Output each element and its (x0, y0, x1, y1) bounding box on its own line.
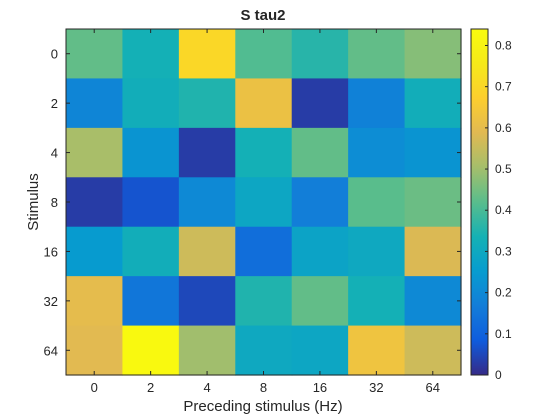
y-axis-ticks: 0 2 4 8 16 32 64 (44, 47, 461, 358)
x-axis-label: Preceding stimulus (Hz) (183, 398, 342, 415)
heatmap-cell (66, 226, 124, 277)
colorbar-tick-label: 0.8 (495, 38, 512, 52)
heatmap-cell (404, 177, 462, 228)
y-tick-label: 16 (44, 244, 58, 259)
heatmap-cell (178, 127, 236, 178)
heatmap-cell (235, 127, 293, 178)
heatmap-cell (66, 29, 124, 80)
y-tick-label: 8 (51, 195, 58, 210)
heatmap-cell (122, 127, 180, 178)
heatmap-cell (66, 177, 124, 228)
colorbar (470, 28, 489, 376)
heatmap-cell (348, 29, 406, 80)
x-tick-label: 64 (426, 380, 440, 395)
heatmap-cell (235, 29, 293, 80)
heatmap-cell (348, 78, 406, 129)
heatmap-cell (291, 276, 349, 327)
heatmap-cell (348, 325, 406, 376)
heatmap-cell (178, 226, 236, 277)
heatmap-cell (122, 276, 180, 327)
x-tick-label: 16 (313, 380, 327, 395)
heatmap-cell (66, 325, 124, 376)
heatmap-cell (404, 325, 462, 376)
colorbar-tick-label: 0.7 (495, 80, 512, 94)
heatmap-cell (404, 127, 462, 178)
heatmap-cell (235, 325, 293, 376)
heatmap-cell (235, 226, 293, 277)
heatmap-cell (178, 276, 236, 327)
y-tick-label: 2 (51, 96, 58, 111)
heatmap-cell (66, 127, 124, 178)
heatmap-cell (291, 325, 349, 376)
heatmap-cell (122, 226, 180, 277)
heatmap-cell (235, 276, 293, 327)
y-tick-label: 64 (44, 343, 58, 358)
chart-title: S tau2 (240, 7, 285, 24)
x-tick-label: 2 (147, 380, 154, 395)
heatmap-cell (291, 78, 349, 129)
colorbar-tick-label: 0.5 (495, 162, 512, 176)
colorbar-tick-label: 0 (495, 368, 502, 382)
heatmap-cells (66, 29, 462, 376)
colorbar-tick-label: 0.4 (495, 203, 512, 217)
heatmap-cell (404, 276, 462, 327)
y-axis-label: Stimulus (25, 173, 42, 231)
heatmap-cell (66, 78, 124, 129)
heatmap-cell (122, 177, 180, 228)
heatmap-cell (348, 177, 406, 228)
heatmap-cell (291, 177, 349, 228)
heatmap-cell (348, 276, 406, 327)
heatmap-cell (404, 29, 462, 80)
y-tick-label: 4 (51, 146, 58, 161)
x-tick-label: 4 (203, 380, 210, 395)
x-tick-label: 8 (260, 380, 267, 395)
heatmap-cell (178, 29, 236, 80)
heatmap-cell (235, 177, 293, 228)
heatmap-cell (235, 78, 293, 129)
heatmap-cell (348, 127, 406, 178)
heatmap-cell (291, 127, 349, 178)
colorbar-tick-label: 0.6 (495, 121, 512, 135)
heatmap-cell (178, 177, 236, 228)
colorbar-tick-label: 0.3 (495, 244, 512, 258)
heatmap-cell (122, 78, 180, 129)
heatmap-cell (122, 29, 180, 80)
x-axis-ticks: 0 2 4 8 16 32 64 (91, 29, 440, 395)
colorbar-tick-label: 0.1 (495, 327, 512, 341)
x-tick-label: 0 (91, 380, 98, 395)
heatmap-cell (404, 226, 462, 277)
heatmap-cell (178, 78, 236, 129)
heatmap-cell (291, 226, 349, 277)
colorbar-ticks: 0 0.1 0.2 0.3 0.4 0.5 0.6 0.7 0.8 (485, 38, 512, 382)
x-tick-label: 32 (369, 380, 383, 395)
heatmap-cell (66, 276, 124, 327)
heatmap-cell (291, 29, 349, 80)
heatmap-cell (178, 325, 236, 376)
colorbar-tick-label: 0.2 (495, 286, 512, 300)
y-tick-label: 32 (44, 294, 58, 309)
heatmap-cell (404, 78, 462, 129)
y-tick-label: 0 (51, 47, 58, 62)
heatmap-cell (122, 325, 180, 376)
heatmap-cell (348, 226, 406, 277)
